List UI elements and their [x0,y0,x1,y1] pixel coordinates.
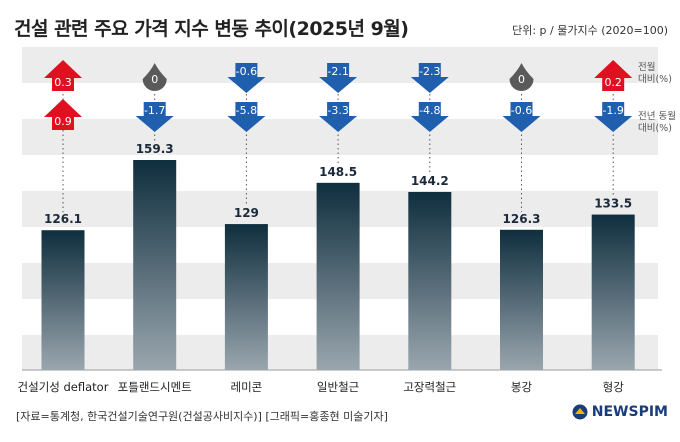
mom-change-marker: -0.6 [227,63,266,93]
yoy-change-marker-label: -5.8 [236,104,257,117]
mom-change-marker-label: -0.6 [236,65,257,78]
mom-change-marker-shape [509,63,534,91]
mom-change-marker-shape [142,63,167,91]
yoy-legend-label: 전년 동월 [638,110,676,122]
value-label: 129 [234,206,259,220]
bar [591,214,635,370]
yoy-change-marker-label: 0.9 [54,115,72,128]
yoy-change-marker: -1.7 [135,102,174,132]
category-label: 형강 [603,380,625,394]
mom-change-marker-label: 0 [151,73,158,86]
yoy-legend-label: 대비(%) [638,123,672,134]
yoy-change-marker-shape [227,102,266,132]
yoy-change-marker-shape [44,99,82,130]
mom-change-marker-shape [44,60,82,91]
yoy-change-marker-shape [410,102,449,132]
mom-change-marker: 0 [509,63,534,91]
category-label: 포틀랜드시멘트 [118,380,192,394]
category-label: 봉강 [511,380,533,394]
yoy-change-marker: -0.6 [502,102,541,132]
mom-change-marker-label: 0 [518,73,525,86]
yoy-change-marker-label: -4.8 [419,104,440,117]
mom-change-marker: 0.2 [594,60,633,91]
bar [41,230,85,370]
value-label: 126.3 [503,212,541,226]
mom-change-marker-shape [319,63,358,93]
brand-text: NEWSPIM [591,404,668,420]
value-label: 144.2 [411,174,449,188]
mom-change-marker: -2.3 [410,63,449,93]
chart-title: 건설 관련 주요 가격 지수 변동 추이(2025년 9월) [14,18,409,40]
mom-change-marker: 0 [142,63,167,91]
mom-change-marker-label: 0.3 [54,76,72,89]
mom-change-marker-shape [594,60,633,91]
source-note: [자료=통계청, 한국건설기술연구원(건설공사비지수)] [그래픽=홍종현 미술… [16,410,388,423]
mom-change-marker-label: 0.2 [604,76,622,89]
mom-change-marker-label: -2.3 [419,65,440,78]
mom-change-marker: 0.3 [44,60,82,91]
category-label: 일반철근 [317,380,359,394]
bar [316,182,360,370]
mom-change-marker-label: -2.1 [327,65,348,78]
value-label: 159.3 [136,142,174,156]
mom-change-marker-shape [410,63,449,93]
mom-change-marker: -2.1 [319,63,358,93]
yoy-change-marker-label: -1.9 [602,104,623,117]
mom-change-marker-shape [227,63,266,93]
yoy-change-marker-label: -1.7 [144,104,165,117]
brand-logo: NEWSPIM [572,404,668,420]
yoy-change-marker: -4.8 [410,102,449,132]
category-label: 건설기성 deflator [18,380,109,394]
yoy-change-marker-label: -0.6 [511,104,532,117]
yoy-change-marker-shape [319,102,358,132]
yoy-change-marker: -3.3 [319,102,358,132]
value-label: 126.1 [44,212,82,226]
bar [133,160,177,370]
category-label: 레미콘 [231,380,263,394]
yoy-change-marker: -1.9 [594,102,633,132]
bar [500,229,543,370]
bar [408,191,452,370]
yoy-change-marker: 0.9 [44,99,82,130]
value-label: 148.5 [319,165,357,179]
bar [224,224,268,370]
yoy-change-marker-shape [594,102,633,132]
value-label: 133.5 [594,197,632,211]
mom-legend-label: 전월 [638,61,655,73]
yoy-change-marker-shape [135,102,174,132]
mom-legend-label: 대비(%) [638,74,672,85]
newspim-logo-icon [572,404,588,420]
yoy-change-marker-label: -3.3 [327,104,348,117]
yoy-change-marker: -5.8 [227,102,266,132]
yoy-change-marker-shape [502,102,541,132]
category-label: 고장력철근 [403,380,456,394]
unit-note: 단위: p / 물가지수 (2020=100) [512,24,668,37]
